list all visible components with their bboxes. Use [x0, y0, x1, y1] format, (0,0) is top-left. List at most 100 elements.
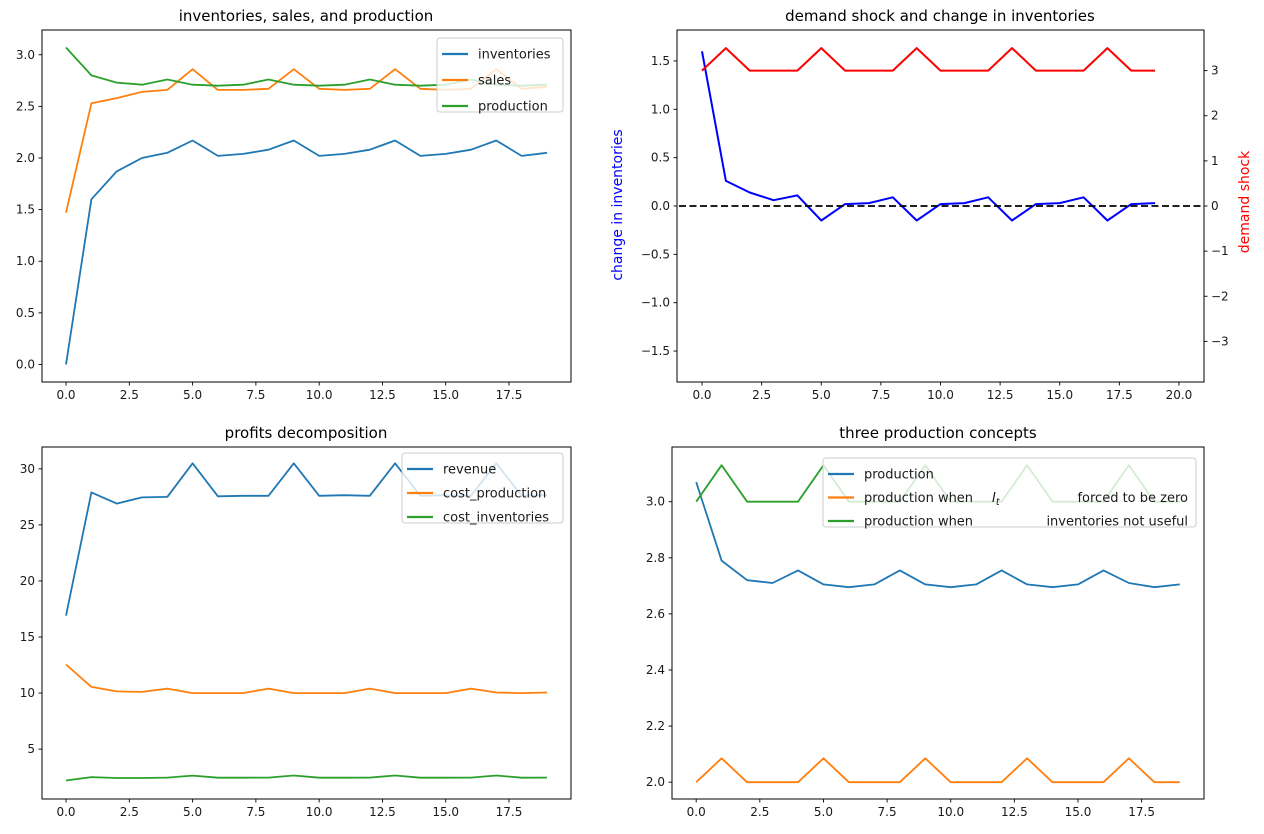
svg-text:cost_inventories: cost_inventories: [443, 511, 549, 526]
svg-text:0.0: 0.0: [651, 199, 670, 213]
svg-text:12.5: 12.5: [369, 388, 396, 402]
svg-text:2.5: 2.5: [120, 388, 139, 402]
svg-text:10.0: 10.0: [306, 388, 333, 402]
svg-text:12.5: 12.5: [1001, 805, 1028, 819]
svg-text:15.0: 15.0: [432, 805, 459, 819]
svg-text:5.0: 5.0: [183, 805, 202, 819]
svg-text:17.5: 17.5: [1128, 805, 1155, 819]
chart-0: 0.0 2.5 5.0 7.5 10.0 12.5 15.0 17.5 0.0 0.5 1.0 1.5…: [16, 29, 572, 402]
svg-text:25: 25: [20, 518, 35, 532]
svg-text:−3: −3: [1211, 334, 1229, 348]
legend: inventories sales production: [436, 37, 564, 115]
svg-text:12.5: 12.5: [369, 805, 396, 819]
x-axis: 0.0 2.5 5.0 7.5 10.0 12.5 15.0 17.5 20.0: [692, 382, 1192, 402]
svg-text:0.0: 0.0: [16, 357, 35, 371]
series-cost_inventories: [65, 774, 548, 782]
svg-text:0.0: 0.0: [56, 388, 75, 402]
svg-text:7.5: 7.5: [246, 805, 265, 819]
chart-title-profits-decomposition: profits decomposition: [224, 424, 388, 442]
legend: production production when It forced to be …: [822, 457, 1197, 530]
svg-text:5.0: 5.0: [814, 805, 833, 819]
svg-text:−1: −1: [1211, 244, 1229, 258]
svg-text:7.5: 7.5: [871, 388, 890, 402]
y-axis-left: 2.0 2.2 2.4 2.6 2.8 3.0: [646, 495, 672, 789]
svg-text:revenue: revenue: [443, 463, 496, 478]
svg-text:0.5: 0.5: [651, 151, 670, 165]
series-production: [695, 481, 1180, 589]
right-axis-label-demand-shock: demand shock: [1237, 150, 1253, 254]
math-symbol: It: [992, 491, 1001, 508]
svg-text:production: production: [478, 100, 548, 115]
svg-text:1: 1: [1211, 154, 1219, 168]
svg-text:inventories not useful: inventories not useful: [1046, 515, 1188, 530]
svg-text:2.5: 2.5: [16, 99, 35, 113]
y-axis-left: 5 10 15 20 25 30: [20, 462, 42, 756]
svg-text:20: 20: [20, 574, 35, 588]
svg-text:0: 0: [1211, 199, 1219, 213]
series-change-in-inventories: [701, 51, 1156, 222]
svg-text:17.5: 17.5: [496, 805, 523, 819]
left-axis-label-change-in-inventories: change in inventories: [610, 129, 626, 281]
svg-text:5.0: 5.0: [812, 388, 831, 402]
svg-text:2.0: 2.0: [646, 775, 665, 789]
svg-text:10.0: 10.0: [927, 388, 954, 402]
svg-text:7.5: 7.5: [878, 805, 897, 819]
svg-text:forced to be zero: forced to be zero: [1077, 491, 1188, 506]
svg-text:2.2: 2.2: [646, 719, 665, 733]
series-production-when-I_t-forced-to-be-zero: [695, 757, 1180, 784]
svg-text:−2: −2: [1211, 289, 1229, 303]
svg-text:2.5: 2.5: [750, 805, 769, 819]
svg-text:15.0: 15.0: [1046, 388, 1073, 402]
svg-text:1.0: 1.0: [651, 102, 670, 116]
svg-text:production when: production when: [864, 491, 973, 506]
svg-text:2.5: 2.5: [120, 805, 139, 819]
y-axis-left: −1.5 −1.0 −0.5 0.0 0.5 1.0 1.5: [641, 54, 677, 358]
y-axis-left: 0.0 0.5 1.0 1.5 2.0 2.5 3.0: [16, 48, 42, 371]
svg-text:3.0: 3.0: [646, 495, 665, 509]
svg-text:5.0: 5.0: [183, 388, 202, 402]
svg-text:7.5: 7.5: [246, 388, 265, 402]
svg-text:2.6: 2.6: [646, 607, 665, 621]
x-axis: 0.0 2.5 5.0 7.5 10.0 12.5 15.0 17.5: [56, 799, 522, 819]
svg-text:0.0: 0.0: [692, 388, 711, 402]
svg-text:0.0: 0.0: [687, 805, 706, 819]
svg-text:inventories: inventories: [478, 48, 551, 63]
chart-title-three-production-concepts: three production concepts: [839, 424, 1037, 442]
svg-text:−1.0: −1.0: [641, 296, 670, 310]
svg-text:−0.5: −0.5: [641, 247, 670, 261]
svg-text:10: 10: [20, 686, 35, 700]
x-axis: 0.0 2.5 5.0 7.5 10.0 12.5 15.0 17.5: [687, 799, 1155, 819]
svg-text:10.0: 10.0: [937, 805, 964, 819]
svg-text:2.0: 2.0: [16, 151, 35, 165]
svg-text:0.5: 0.5: [16, 306, 35, 320]
svg-text:15.0: 15.0: [432, 388, 459, 402]
chart-1: 0.0 2.5 5.0 7.5 10.0 12.5 15.0 17.5 20.0−1.5−1.0…: [641, 29, 1229, 402]
svg-text:2.4: 2.4: [646, 663, 665, 677]
series-inventories: [65, 139, 548, 365]
svg-text:2.5: 2.5: [752, 388, 771, 402]
series-demand-shock: [701, 47, 1156, 72]
svg-text:production: production: [864, 468, 934, 483]
svg-text:production when: production when: [864, 515, 973, 530]
series-cost_production: [65, 663, 548, 694]
svg-text:15.0: 15.0: [1065, 805, 1092, 819]
svg-text:cost_production: cost_production: [443, 487, 546, 502]
svg-text:30: 30: [20, 462, 35, 476]
x-axis: 0.0 2.5 5.0 7.5 10.0 12.5 15.0 17.5: [56, 382, 522, 402]
svg-text:−1.5: −1.5: [641, 344, 670, 358]
svg-text:2: 2: [1211, 109, 1219, 123]
svg-text:1.5: 1.5: [16, 203, 35, 217]
svg-text:1.0: 1.0: [16, 254, 35, 268]
svg-text:3: 3: [1211, 64, 1219, 78]
chart-title-demand-shock: demand shock and change in inventories: [785, 7, 1095, 25]
chart-2: 0.0 2.5 5.0 7.5 10.0 12.5 15.0 17.5 5 10 15 20 25 30 r…: [20, 446, 572, 819]
svg-text:12.5: 12.5: [987, 388, 1014, 402]
legend: revenue cost_production cost_inventories: [401, 452, 564, 526]
svg-text:15: 15: [20, 630, 35, 644]
chart-title-inventories-sales-production: inventories, sales, and production: [178, 7, 434, 25]
svg-text:0.0: 0.0: [56, 805, 75, 819]
svg-text:10.0: 10.0: [306, 805, 333, 819]
svg-text:17.5: 17.5: [496, 388, 523, 402]
